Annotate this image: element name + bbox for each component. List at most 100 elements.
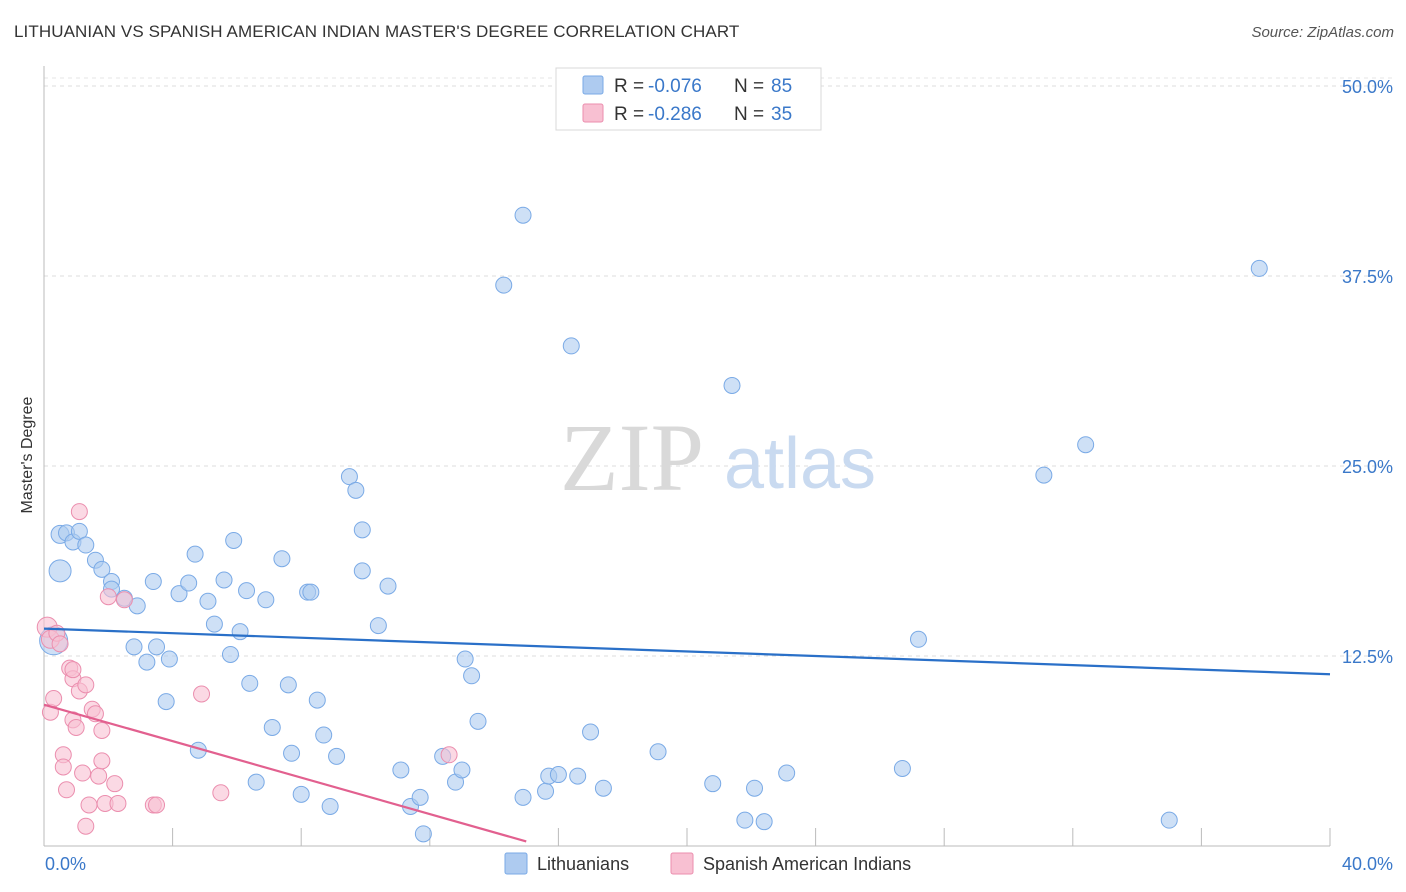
point-lithuanians bbox=[283, 744, 301, 762]
point-lithuanians bbox=[755, 813, 773, 831]
point-spanish-american-indians bbox=[106, 775, 124, 793]
point-spanish-american-indians bbox=[109, 794, 127, 812]
point-lithuanians bbox=[1077, 436, 1095, 454]
point-lithuanians bbox=[1035, 466, 1053, 484]
point-spanish-american-indians bbox=[115, 591, 133, 609]
point-lithuanians bbox=[414, 825, 432, 843]
point-spanish-american-indians bbox=[193, 685, 211, 703]
point-lithuanians bbox=[1160, 811, 1178, 829]
point-lithuanians bbox=[93, 560, 111, 578]
point-lithuanians bbox=[456, 650, 474, 668]
series-legend: Lithuanians Spanish American Indians bbox=[504, 852, 911, 875]
point-lithuanians bbox=[160, 650, 178, 668]
point-lithuanians bbox=[257, 591, 275, 609]
watermark-atlas: atlas bbox=[724, 424, 876, 504]
legend-item-spanish-american-indians[interactable]: Spanish American Indians bbox=[703, 854, 911, 874]
point-spanish-american-indians bbox=[58, 781, 76, 799]
point-lithuanians bbox=[392, 761, 410, 779]
point-lithuanians bbox=[469, 712, 487, 730]
point-lithuanians bbox=[562, 337, 580, 355]
legend-item-lithuanians[interactable]: Lithuanians bbox=[537, 854, 629, 874]
legend-swatch-pink bbox=[582, 103, 604, 123]
point-lithuanians bbox=[582, 723, 600, 741]
point-lithuanians bbox=[723, 376, 741, 394]
point-lithuanians bbox=[238, 582, 256, 600]
point-spanish-american-indians bbox=[54, 758, 72, 776]
stats-legend: R = -0.076 N = 85 R = -0.286 N = 35 bbox=[555, 67, 822, 131]
point-spanish-american-indians bbox=[51, 635, 69, 653]
point-spanish-american-indians bbox=[148, 796, 166, 814]
point-lithuanians bbox=[308, 691, 326, 709]
point-lithuanians bbox=[292, 785, 310, 803]
point-lithuanians bbox=[353, 521, 371, 539]
point-lithuanians bbox=[514, 206, 532, 224]
tick-labels: 50.0% 37.5% 25.0% 12.5% 0.0% 40.0% bbox=[45, 77, 1393, 874]
y-tick-label: 12.5% bbox=[1342, 647, 1393, 667]
trend-lines bbox=[43, 627, 1331, 843]
point-lithuanians bbox=[1250, 259, 1268, 277]
legend-item-spanish-swatch[interactable] bbox=[670, 852, 694, 875]
point-lithuanians bbox=[241, 674, 259, 692]
point-spanish-american-indians bbox=[67, 718, 85, 736]
point-spanish-american-indians bbox=[45, 690, 63, 708]
point-lithuanians bbox=[704, 775, 722, 793]
point-lithuanians bbox=[221, 645, 239, 663]
point-lithuanians bbox=[302, 583, 320, 601]
point-lithuanians bbox=[549, 766, 567, 784]
point-spanish-american-indians bbox=[90, 767, 108, 785]
point-lithuanians bbox=[205, 615, 223, 633]
point-spanish-american-indians bbox=[93, 752, 111, 770]
gridlines bbox=[44, 77, 1392, 657]
point-lithuanians bbox=[273, 550, 291, 568]
point-lithuanians bbox=[347, 481, 365, 499]
point-lithuanians bbox=[247, 773, 265, 791]
y-tick-label: 37.5% bbox=[1342, 267, 1393, 287]
legend-n-value-1: 85 bbox=[771, 76, 792, 97]
trend-line-spanish-american-indians bbox=[43, 703, 527, 843]
point-lithuanians bbox=[321, 797, 339, 815]
point-lithuanians bbox=[649, 743, 667, 761]
legend-item-lithuanians-swatch[interactable] bbox=[504, 852, 528, 875]
point-lithuanians bbox=[909, 630, 927, 648]
point-spanish-american-indians bbox=[93, 721, 111, 739]
legend-r-label-2: R = bbox=[614, 104, 644, 125]
legend-swatch-blue bbox=[582, 75, 604, 95]
point-lithuanians bbox=[340, 468, 358, 486]
point-lithuanians bbox=[70, 522, 88, 540]
point-spanish-american-indians bbox=[80, 796, 98, 814]
point-lithuanians bbox=[353, 562, 371, 580]
point-lithuanians bbox=[594, 779, 612, 797]
point-lithuanians bbox=[263, 718, 281, 736]
point-lithuanians bbox=[495, 276, 513, 294]
point-lithuanians bbox=[463, 667, 481, 685]
legend-r-label-1: R = bbox=[614, 76, 644, 97]
point-spanish-american-indians bbox=[77, 817, 95, 835]
legend-n-label-2: N = bbox=[734, 104, 764, 125]
point-lithuanians bbox=[48, 559, 72, 583]
point-lithuanians bbox=[199, 592, 217, 610]
watermark-zip: ZIP bbox=[560, 404, 704, 511]
source-credit: Source: ZipAtlas.com bbox=[1251, 24, 1394, 41]
y-tick-label: 25.0% bbox=[1342, 457, 1393, 477]
trend-line-lithuanians bbox=[43, 627, 1331, 676]
point-lithuanians bbox=[453, 761, 471, 779]
point-lithuanians bbox=[125, 638, 143, 656]
point-lithuanians bbox=[138, 653, 156, 671]
point-spanish-american-indians bbox=[99, 588, 117, 606]
point-spanish-american-indians bbox=[70, 503, 88, 521]
point-lithuanians bbox=[328, 747, 346, 765]
x-tick-label: 40.0% bbox=[1342, 854, 1393, 874]
point-lithuanians bbox=[778, 764, 796, 782]
legend-r-value-2: -0.286 bbox=[648, 104, 702, 125]
point-lithuanians bbox=[186, 545, 204, 563]
point-spanish-american-indians bbox=[440, 746, 458, 764]
x-tick-label: 0.0% bbox=[45, 854, 86, 874]
point-lithuanians bbox=[279, 676, 297, 694]
point-lithuanians bbox=[77, 536, 95, 554]
series-lithuanians bbox=[39, 206, 1268, 843]
point-lithuanians bbox=[537, 782, 555, 800]
point-lithuanians bbox=[180, 574, 198, 592]
chart-title: LITHUANIAN VS SPANISH AMERICAN INDIAN MA… bbox=[14, 22, 740, 41]
legend-r-value-1: -0.076 bbox=[648, 76, 702, 97]
point-lithuanians bbox=[231, 623, 249, 641]
